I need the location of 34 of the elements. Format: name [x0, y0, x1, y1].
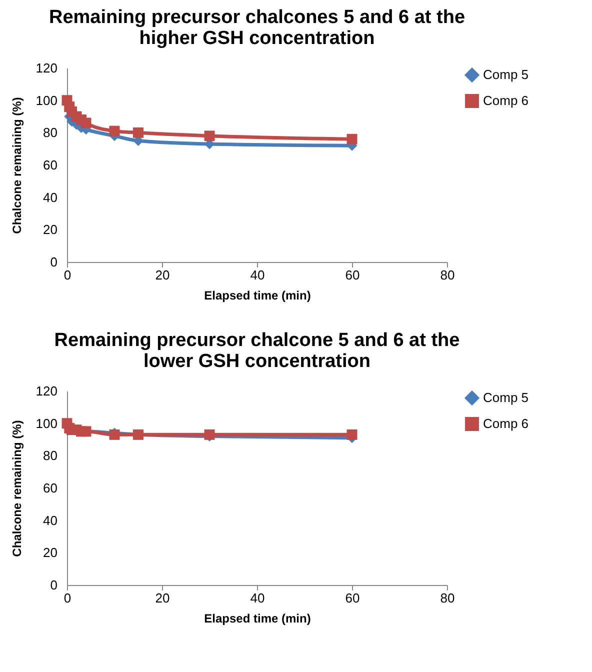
- x-tick-label: 60: [345, 268, 360, 282]
- y-tick-label: 120: [36, 60, 58, 76]
- legend-label: Comp 5: [483, 390, 529, 405]
- y-tick-label: 20: [43, 222, 58, 238]
- y-tick-label: 80: [43, 448, 58, 464]
- legend-label: Comp 6: [483, 93, 529, 108]
- x-tick-label: 80: [440, 590, 455, 606]
- x-tick-label: 40: [250, 268, 265, 282]
- y-tick-label: 0: [50, 254, 58, 270]
- y-tick-label: 40: [43, 512, 58, 528]
- legend-label: Comp 5: [483, 67, 529, 82]
- y-tick-label: 40: [43, 190, 58, 205]
- x-tick-label: 80: [440, 268, 455, 282]
- x-tick-label: 0: [64, 590, 72, 606]
- y-tick-label: 100: [36, 92, 58, 108]
- x-axis-title: Elapsed time (min): [204, 288, 311, 302]
- y-tick-label: 60: [43, 480, 58, 496]
- y-axis-title: Chalcone remaining (%): [10, 420, 24, 557]
- y-tick-label: 60: [43, 158, 58, 172]
- chart-title: Remaining precursor chalcones 5 and 6 at the higher GSH concentration: [48, 7, 466, 49]
- y-tick-label: 0: [50, 578, 58, 592]
- legend-label: Comp 6: [483, 416, 529, 431]
- x-tick-label: 20: [155, 590, 170, 606]
- y-tick-label: 100: [36, 416, 58, 431]
- x-axis-title: Elapsed time (min): [204, 612, 311, 626]
- y-tick-label: 120: [36, 384, 58, 398]
- y-tick-label: 80: [43, 125, 58, 140]
- x-tick-label: 20: [155, 268, 170, 282]
- y-axis-title: Chalcone remaining (%): [10, 97, 24, 234]
- x-tick-label: 60: [345, 590, 360, 606]
- y-tick-label: 20: [43, 545, 58, 560]
- x-tick-label: 0: [64, 268, 72, 282]
- chart-title: Remaining precursor chalcone 5 and 6 at the lower GSH concentration: [54, 330, 460, 372]
- x-tick-label: 40: [250, 590, 265, 606]
